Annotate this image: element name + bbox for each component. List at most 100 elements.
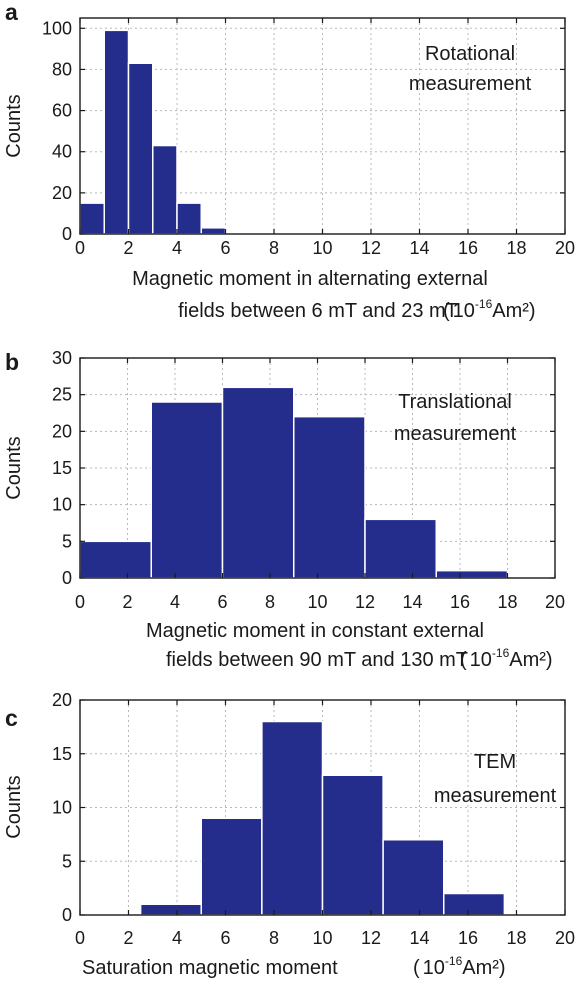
panel-c: 0 2 4 6 8 10 12 14 16 18 20 0 5 10 15 20 c Counts TEM measu… — [3, 690, 575, 979]
panel-a: 0 2 4 6 8 10 12 14 16 18 20 0 20 40 60 80 100 a Counts Rota… — [3, 0, 575, 322]
x-tick-label: 10 — [307, 592, 327, 612]
y-tick-label: 100 — [42, 18, 72, 38]
unit-open: ( — [443, 300, 450, 322]
x-tick-label: 6 — [220, 238, 230, 258]
measurement-annotation: measurement — [394, 423, 517, 445]
x-axis-label: Magnetic moment in alternating external — [132, 268, 488, 290]
unit-exponent: -16 — [445, 954, 463, 968]
x-axis-unit: (10-16Am²) — [413, 954, 506, 979]
y-tick-label: 20 — [52, 690, 72, 710]
x-tick-label: 0 — [75, 238, 85, 258]
histogram-bar — [79, 540, 152, 579]
histogram-bar — [435, 569, 509, 579]
unit-rest: Am²) — [462, 957, 505, 979]
y-tick-label: 0 — [62, 905, 72, 925]
y-tick-label: 20 — [52, 183, 72, 203]
histogram-bar — [139, 903, 202, 916]
x-tick-label: 14 — [402, 592, 422, 612]
x-tick-label: 2 — [123, 238, 133, 258]
x-tick-label: 6 — [220, 928, 230, 948]
x-tick-label: 8 — [269, 238, 279, 258]
y-tick-label: 10 — [52, 798, 72, 818]
measurement-annotation: TEM — [474, 751, 516, 773]
y-tick-label: 15 — [52, 458, 72, 478]
y-tick-label: 20 — [52, 421, 72, 441]
histogram-bar — [150, 401, 224, 579]
x-tick-label: 12 — [361, 238, 381, 258]
histogram-bar — [321, 774, 384, 916]
y-tick-label: 5 — [62, 531, 72, 551]
panel-letter: b — [5, 349, 19, 375]
x-tick-label: 16 — [458, 238, 478, 258]
y-tick-label: 40 — [52, 142, 72, 162]
x-tick-label: 0 — [75, 928, 85, 948]
unit-open: ( — [413, 957, 420, 979]
y-tick-label: 10 — [52, 495, 72, 515]
y-tick-label: 15 — [52, 744, 72, 764]
x-tick-label: 20 — [555, 928, 575, 948]
unit-open: ( — [460, 649, 467, 671]
x-tick-label: 18 — [506, 238, 526, 258]
y-axis-label: Counts — [3, 94, 25, 157]
x-tick-label: 14 — [409, 928, 429, 948]
x-tick-label: 12 — [361, 928, 381, 948]
x-axis-label: fields between 6 mT and 23 mT — [178, 300, 458, 322]
y-axis-label: Counts — [3, 775, 25, 838]
x-axis-unit: (10-16Am²) — [460, 646, 553, 671]
histogram-bar — [364, 518, 437, 579]
unit-exponent: -16 — [492, 646, 510, 660]
histogram-bar — [382, 839, 445, 916]
unit-base: 10 — [423, 957, 445, 979]
x-tick-label: 4 — [170, 592, 180, 612]
y-tick-label: 0 — [62, 224, 72, 244]
histogram-bar — [200, 817, 263, 916]
histogram-bar — [152, 144, 178, 235]
unit-base: 10 — [453, 300, 475, 322]
y-tick-label: 0 — [62, 568, 72, 588]
x-tick-label: 4 — [172, 928, 182, 948]
x-tick-label: 16 — [458, 928, 478, 948]
y-tick-label: 25 — [52, 385, 72, 405]
y-tick-label: 30 — [52, 348, 72, 368]
x-tick-label: 4 — [172, 238, 182, 258]
y-tick-label: 60 — [52, 101, 72, 121]
x-tick-label: 16 — [450, 592, 470, 612]
x-axis-label: Magnetic moment in constant external — [146, 620, 484, 642]
histogram-bar — [103, 29, 130, 235]
x-tick-label: 12 — [355, 592, 375, 612]
unit-base: 10 — [470, 649, 492, 671]
unit-rest: Am²) — [492, 300, 535, 322]
x-tick-label: 10 — [312, 928, 332, 948]
x-tick-label: 2 — [122, 592, 132, 612]
x-axis-label: fields between 90 mT and 130 mT — [166, 649, 468, 671]
x-tick-label: 14 — [409, 238, 429, 258]
x-tick-label: 20 — [555, 238, 575, 258]
histogram-bar — [200, 227, 227, 235]
x-axis-label: Saturation magnetic moment — [82, 957, 338, 979]
y-tick-label: 80 — [52, 59, 72, 79]
histogram-bar — [79, 202, 105, 235]
unit-rest: Am²) — [509, 649, 552, 671]
x-tick-label: 8 — [265, 592, 275, 612]
histogram-bar — [293, 415, 366, 579]
measurement-annotation: Rotational — [425, 43, 515, 65]
y-axis-label: Counts — [3, 436, 25, 499]
x-tick-label: 18 — [506, 928, 526, 948]
histogram-bar — [176, 202, 202, 235]
panel-b: 0 2 4 6 8 10 12 14 16 18 20 0 5 10 15 20 25 30 b Counts Tran… — [3, 348, 565, 671]
panel-letter: c — [5, 705, 18, 731]
histogram-bar — [261, 720, 324, 916]
histogram-bar — [127, 62, 154, 235]
measurement-annotation: measurement — [409, 73, 532, 95]
measurement-annotation: Translational — [398, 391, 512, 413]
x-axis-unit: (10-16Am²) — [443, 297, 536, 322]
x-tick-label: 8 — [269, 928, 279, 948]
histogram-bar — [221, 386, 295, 579]
measurement-annotation: measurement — [434, 785, 557, 807]
y-tick-label: 5 — [62, 851, 72, 871]
x-tick-label: 2 — [123, 928, 133, 948]
panel-letter: a — [5, 0, 18, 25]
x-tick-label: 18 — [497, 592, 517, 612]
unit-exponent: -16 — [475, 297, 493, 311]
